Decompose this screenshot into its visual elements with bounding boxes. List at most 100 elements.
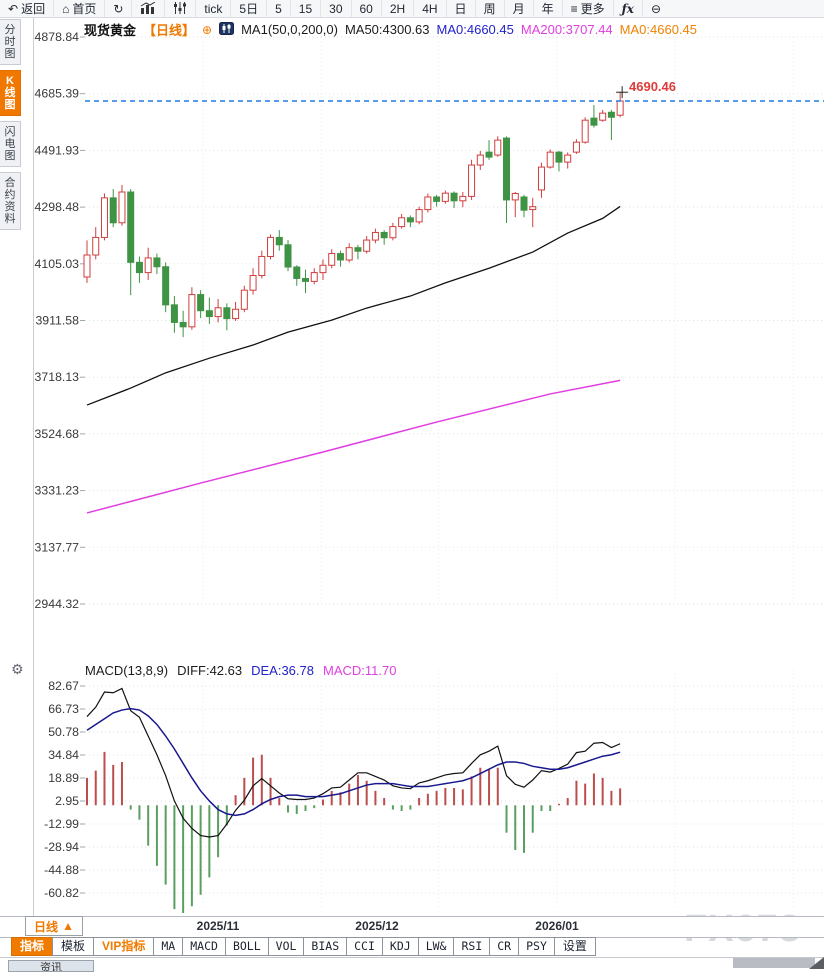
indicator-tab-CR[interactable]: CR <box>489 937 520 956</box>
indicator-tab-指标[interactable]: 指标 <box>11 937 54 956</box>
period-selector-button[interactable]: 日线 ▲ <box>25 916 83 936</box>
toolbar-button-refresh-icon[interactable]: ↻ <box>105 0 133 17</box>
toolbar-button-label: 5 <box>275 1 282 16</box>
zoom-out-icon: ⊖ <box>650 1 662 16</box>
toolbar-button-label: 30 <box>329 1 343 16</box>
horizontal-scrollbar-thumb[interactable] <box>733 958 815 968</box>
indicator-tab-KDJ[interactable]: KDJ <box>381 937 419 956</box>
sidebar-tab-合约资料[interactable]: 合约资料 <box>0 172 21 230</box>
candle <box>468 159 476 200</box>
toolbar-button-label: 更多 <box>580 2 605 16</box>
indicator-tab-MA[interactable]: MA <box>153 937 184 956</box>
indicator-tab-BIAS[interactable]: BIAS <box>303 937 348 956</box>
kline-style-icon[interactable] <box>219 21 235 38</box>
candle <box>302 269 309 294</box>
y-axis-label: 4298.48 <box>35 200 80 214</box>
candle <box>205 297 213 324</box>
candle <box>258 250 266 279</box>
indicator-tabs: 指标 模板 VIP指标 MA MACD BOLL VOL BIAS CCI KDJ LW& RSI CR… <box>11 937 596 956</box>
ma-settings: MA1(50,0,200,0) <box>241 22 338 37</box>
toolbar-button-2H[interactable]: 2H <box>382 0 415 17</box>
candle <box>109 189 117 228</box>
toolbar-button-zoom-out-icon[interactable]: ⊖ <box>643 0 669 17</box>
candle <box>441 190 449 204</box>
macd-y-axis-label: 18.89 <box>48 771 79 785</box>
candle <box>599 109 607 122</box>
candle <box>529 197 537 228</box>
chart-header: 现货黄金 【日线】 ⊕ MA1(50,0,200,0) MA50:4300.63 M… <box>84 20 697 39</box>
candle <box>188 287 196 330</box>
add-indicator-icon[interactable]: ⊕ <box>202 22 213 37</box>
toolbar-button-sliders-icon[interactable] <box>165 0 197 17</box>
toolbar-button-日[interactable]: 日 <box>447 0 476 17</box>
indicator-tab-RSI[interactable]: RSI <box>453 937 491 956</box>
candle <box>223 303 231 331</box>
indicator-tab-LW&[interactable]: LW& <box>417 937 455 956</box>
candle <box>389 222 397 241</box>
candle <box>590 104 598 128</box>
candle <box>293 265 301 286</box>
macd-macd-value: MACD:11.70 <box>322 663 397 678</box>
candle <box>319 259 327 280</box>
indicator-tab-PSY[interactable]: PSY <box>518 937 555 956</box>
toolbar-button-label: 15 <box>298 1 313 16</box>
sidebar-tab-闪电图[interactable]: 闪电图 <box>0 121 21 167</box>
macd-y-axis-label: -28.94 <box>44 840 79 854</box>
indicator-tab-模板[interactable]: 模板 <box>52 937 95 956</box>
toolbar-button-60[interactable]: 60 <box>352 0 382 17</box>
candle <box>363 235 371 254</box>
toolbar-button-label: tick <box>204 1 223 16</box>
toolbar-button-tick[interactable]: tick <box>196 0 232 17</box>
y-axis-label: 4105.03 <box>35 257 80 271</box>
toolbar-button-30[interactable]: 30 <box>321 0 352 17</box>
toolbar-button-label: 周 <box>483 2 496 16</box>
toolbar-button-bar-chart-icon[interactable] <box>132 0 166 17</box>
panel-left-border <box>33 17 34 916</box>
toolbar-button-15[interactable]: 15 <box>291 0 322 17</box>
toolbar-button-首页[interactable]: ⌂ 首页 <box>54 0 106 17</box>
indicator-settings-icon[interactable]: ⚙ <box>11 661 24 677</box>
news-tab-partial[interactable]: 资讯 <box>8 960 94 972</box>
back-arrow-icon: ↶ <box>8 1 19 16</box>
candle <box>240 285 248 313</box>
candle <box>144 247 152 280</box>
indicator-tab-VIP指标[interactable]: VIP指标 <box>93 937 155 956</box>
toolbar-button-月[interactable]: 月 <box>505 0 534 17</box>
toolbar-button-更多[interactable]: ≡ 更多 <box>563 0 614 17</box>
toolbar-button-4H[interactable]: 4H <box>414 0 447 17</box>
toolbar-button-5[interactable]: 5 <box>267 0 291 17</box>
macd-indicator-chart[interactable]: 82.67 66.73 50.78 34.84 18.89 2.95 -12.99 -28.9… <box>0 660 824 916</box>
toolbar-button-ƒx[interactable]: ƒx <box>614 0 643 17</box>
resize-grip-icon[interactable] <box>809 957 824 969</box>
diff-line <box>86 687 621 838</box>
candle <box>476 150 484 171</box>
main-price-chart[interactable]: 4878.84 4685.39 4491.93 4298.48 4105.03 3911.… <box>0 17 824 660</box>
instrument-name: 现货黄金 <box>84 23 137 38</box>
toolbar-button-5日[interactable]: 5日 <box>231 0 268 17</box>
macd-y-axis-label: -44.88 <box>44 863 79 877</box>
candle <box>275 230 283 251</box>
toolbar-button-年[interactable]: 年 <box>534 0 563 17</box>
indicator-tab-BOLL[interactable]: BOLL <box>224 937 269 956</box>
candle <box>354 244 362 260</box>
candle <box>232 301 240 321</box>
top-toolbar: ↶ 返回 ⌂ 首页 ↻ tick 5日 5 15 30 60 2H 4H 日周月年 ≡ 更多 ƒx ⊖ <box>0 0 824 18</box>
candle <box>406 215 414 228</box>
indicator-tab-设置[interactable]: 设置 <box>553 937 596 956</box>
candle <box>503 136 511 224</box>
macd-y-axis-label: 2.95 <box>55 794 79 808</box>
toolbar-button-返回[interactable]: ↶ 返回 <box>0 0 55 17</box>
indicator-tab-CCI[interactable]: CCI <box>346 937 383 956</box>
sidebar-tab-分时图[interactable]: 分时图 <box>0 19 21 65</box>
toolbar-button-周[interactable]: 周 <box>476 0 505 17</box>
y-axis-label: 3137.77 <box>35 540 80 554</box>
candle <box>546 149 554 169</box>
macd-y-axis-label: 50.78 <box>48 725 79 739</box>
candle <box>214 298 222 323</box>
indicator-tab-VOL[interactable]: VOL <box>267 937 305 956</box>
indicator-tab-MACD[interactable]: MACD <box>182 937 226 956</box>
x-axis-label: 2026/01 <box>535 919 579 933</box>
crosshair-marker <box>616 86 629 99</box>
y-axis-label: 4491.93 <box>35 143 80 157</box>
